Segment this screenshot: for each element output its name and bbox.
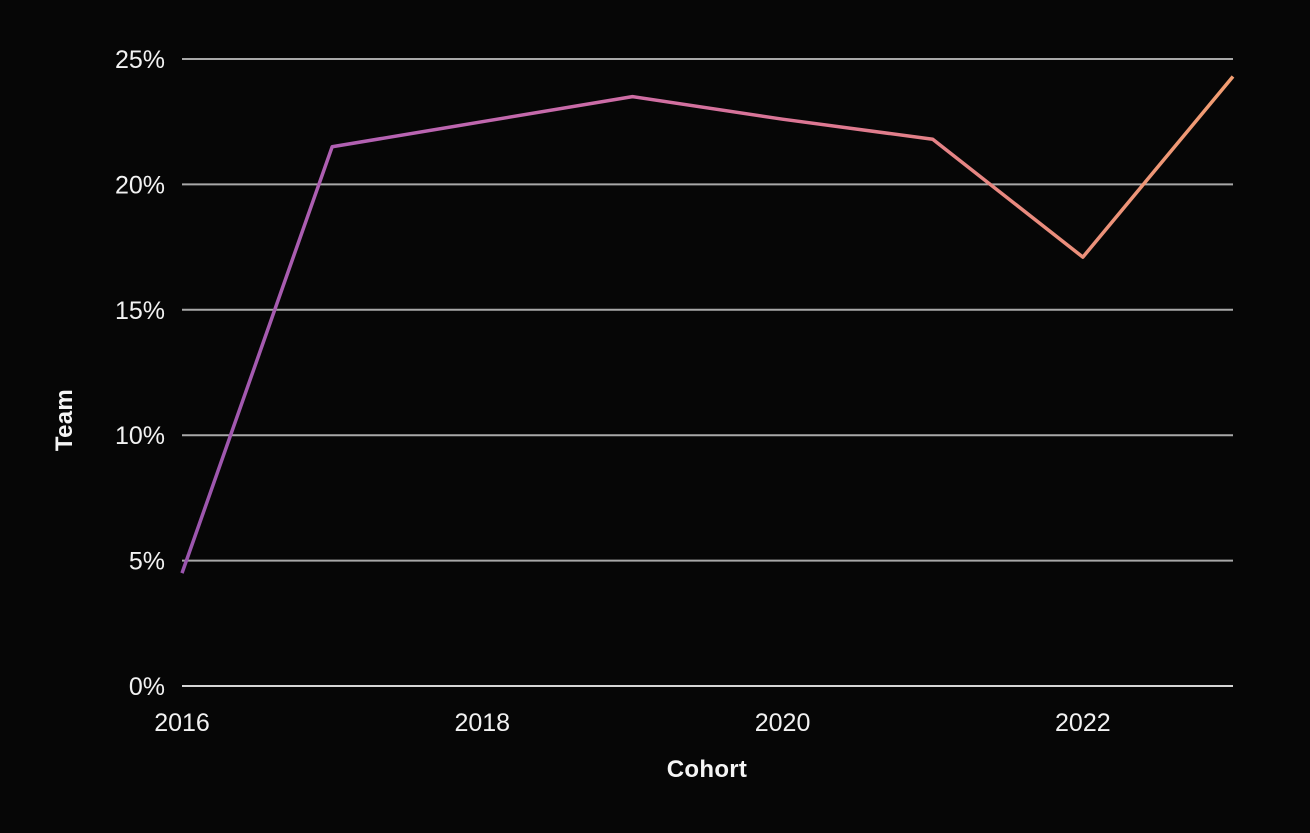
y-axis-title: Team bbox=[51, 388, 78, 452]
x-tick-label: 2018 bbox=[454, 709, 510, 737]
y-tick-label: 15% bbox=[115, 297, 165, 325]
data-line bbox=[180, 75, 1235, 574]
x-axis-title: Cohort bbox=[666, 756, 748, 783]
y-tick-label: 10% bbox=[115, 422, 165, 450]
y-tick-label: 5% bbox=[129, 548, 165, 576]
x-tick-label: 2020 bbox=[755, 709, 811, 737]
y-tick-label: 25% bbox=[115, 46, 165, 74]
x-tick-label: 2016 bbox=[154, 709, 210, 737]
y-tick-label: 0% bbox=[129, 673, 165, 701]
x-tick-label: 2022 bbox=[1055, 709, 1111, 737]
y-tick-label: 20% bbox=[115, 171, 165, 199]
